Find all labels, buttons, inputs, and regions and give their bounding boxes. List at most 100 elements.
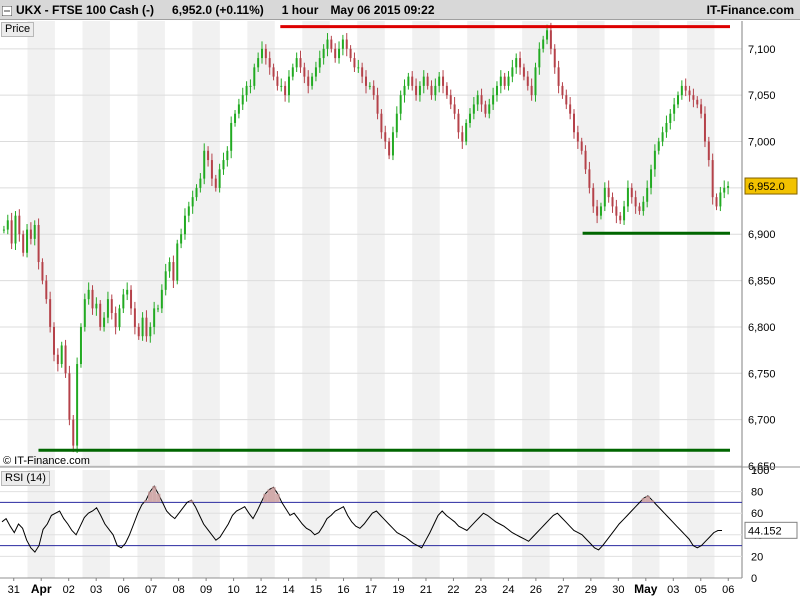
x-tick-label: 19: [392, 584, 404, 596]
x-tick-label: 10: [227, 584, 239, 596]
candle: [403, 85, 406, 96]
candle: [588, 169, 591, 188]
candle: [195, 187, 198, 198]
day-band: [27, 21, 55, 466]
candle: [638, 206, 641, 212]
y-tick-label: 6,850: [748, 276, 776, 288]
candle: [673, 104, 676, 114]
candle: [365, 76, 367, 86]
candle: [64, 345, 67, 374]
candle: [122, 294, 125, 309]
candle: [565, 95, 568, 105]
candle: [153, 308, 156, 327]
candle: [106, 299, 109, 318]
rsi-overbought-fill: [271, 487, 276, 503]
candle: [22, 234, 25, 253]
candle: [241, 95, 244, 105]
rsi-tick-label: 80: [751, 487, 763, 499]
candle: [411, 76, 414, 86]
x-tick-label: 21: [420, 584, 432, 596]
candle: [114, 313, 117, 327]
rsi-tick-label: 60: [751, 508, 763, 520]
day-band: [137, 21, 165, 466]
price-panel: 7,1007,0507,0006,9506,9006,8506,8006,750…: [0, 21, 800, 578]
candle: [322, 48, 325, 59]
candle: [692, 95, 695, 100]
current-price-badge: [744, 177, 798, 195]
candle: [592, 187, 595, 207]
last-quote: 6,952.0 (+0.11%): [172, 3, 264, 17]
candle: [118, 308, 121, 327]
candle: [534, 67, 537, 96]
candle: [284, 85, 287, 96]
candle: [449, 95, 452, 105]
candle: [99, 303, 102, 327]
y-tick-label: 7,050: [748, 90, 776, 102]
candle: [596, 206, 599, 216]
candle: [45, 280, 48, 300]
rsi-overbought-fill: [148, 491, 153, 503]
candle: [353, 58, 356, 68]
candle: [133, 308, 136, 327]
rsi-tick-label: 0: [751, 573, 757, 585]
candle: [661, 132, 664, 142]
candle: [472, 104, 475, 114]
rsi-panel-label: RSI (14): [1, 471, 50, 486]
y-tick-label: 6,700: [748, 415, 776, 427]
day-band: [82, 470, 110, 578]
candle: [2, 229, 5, 231]
candle: [507, 76, 510, 86]
candle: [480, 95, 483, 105]
candle: [237, 104, 240, 114]
rsi-overbought-fill: [275, 493, 280, 503]
x-tick-label: 05: [695, 584, 707, 596]
candle: [557, 67, 560, 86]
day-band: [302, 21, 330, 466]
day-band: [137, 470, 165, 578]
x-tick-label: May: [634, 582, 658, 596]
candle: [314, 67, 317, 77]
candle: [341, 39, 344, 49]
candle: [60, 345, 63, 365]
candle: [249, 85, 252, 87]
day-band: [467, 21, 495, 466]
candle: [603, 187, 606, 207]
candle: [26, 229, 29, 253]
candle: [230, 122, 233, 151]
candle: [542, 39, 545, 49]
candle: [499, 76, 502, 86]
x-tick-label: Apr: [31, 582, 52, 596]
candle: [519, 58, 522, 68]
candle: [445, 85, 448, 96]
day-band: [632, 21, 660, 466]
rsi-panel: 10080604020044.15231Apr02030607080910121…: [0, 465, 798, 596]
candle: [680, 85, 683, 96]
candle: [72, 419, 75, 446]
candle: [623, 206, 626, 221]
candle: [391, 132, 394, 156]
candle: [376, 95, 379, 114]
candle: [53, 326, 55, 355]
candle: [291, 67, 294, 77]
candle: [210, 160, 213, 179]
candle: [422, 76, 425, 86]
rsi-overbought-fill: [263, 493, 268, 503]
x-tick-label: 16: [337, 584, 349, 596]
day-band: [357, 21, 385, 466]
brand-label: IT-Finance.com: [706, 3, 794, 17]
x-tick-label: 03: [667, 584, 679, 596]
candle: [79, 326, 82, 365]
candle: [326, 39, 329, 49]
header-left: UKX - FTSE 100 Cash (-) 6,952.0 (+0.11%)…: [1, 2, 435, 18]
candle: [311, 76, 314, 86]
rsi-overbought-fill: [152, 486, 157, 503]
candle: [399, 95, 402, 114]
price-panel-label: Price: [1, 22, 35, 37]
rsi-overbought-fill: [156, 493, 161, 503]
x-tick-label: 03: [90, 584, 102, 596]
candle: [430, 85, 433, 96]
candle: [384, 132, 387, 142]
day-band: [192, 470, 220, 578]
candle: [141, 317, 144, 337]
candle: [222, 160, 225, 170]
